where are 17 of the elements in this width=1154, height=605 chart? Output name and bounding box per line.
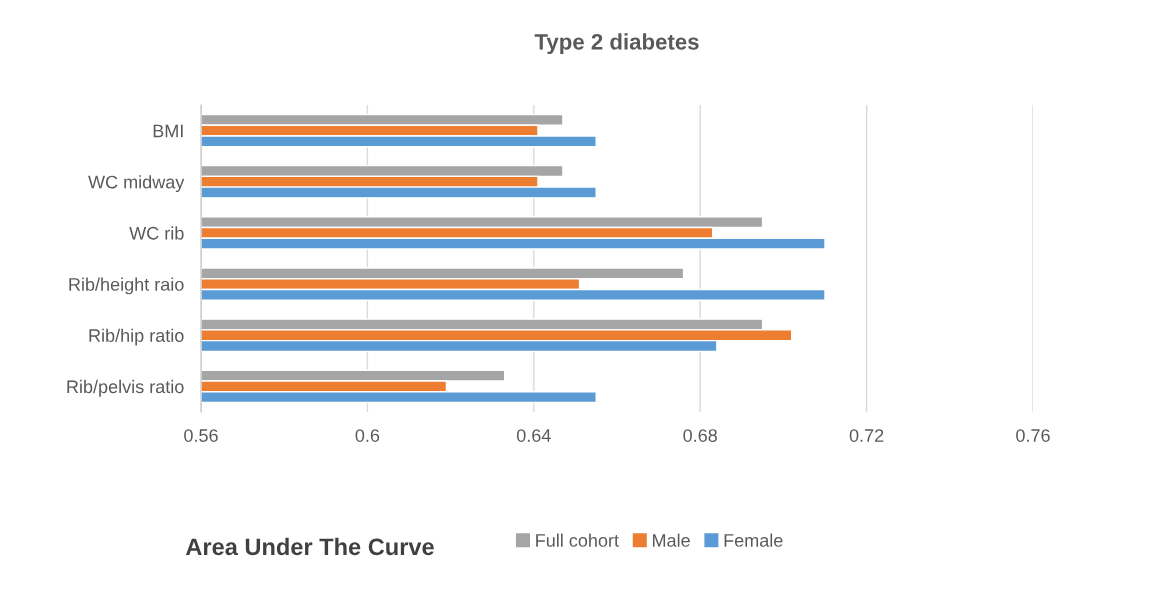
y-tick-label: Rib/pelvis ratio [67, 379, 184, 397]
x-tick-label: 0.72 [849, 429, 884, 442]
y-tick-label: WC rib [129, 226, 184, 240]
y-tick-label: BMI [153, 124, 183, 138]
x-tick-label: 0.6 [355, 429, 380, 442]
x-tick-label: 0.68 [683, 429, 717, 442]
y-tick-label: Rib/hip ratio [89, 328, 184, 346]
legend-label: Full cohort [536, 533, 619, 547]
x-axis-title: Area Under The Curve [185, 537, 434, 556]
legend-label: Female [724, 533, 783, 547]
x-tick-label: 0.56 [184, 429, 218, 442]
x-tick-label: 0.64 [516, 429, 551, 442]
legend-label: Male [652, 533, 690, 547]
y-tick-label: WC midway [88, 175, 185, 193]
y-tick-label: Rib/height raio [69, 277, 184, 295]
chart-title: Type 2 diabetes [534, 33, 699, 55]
x-tick-label: 0.76 [1016, 429, 1050, 442]
